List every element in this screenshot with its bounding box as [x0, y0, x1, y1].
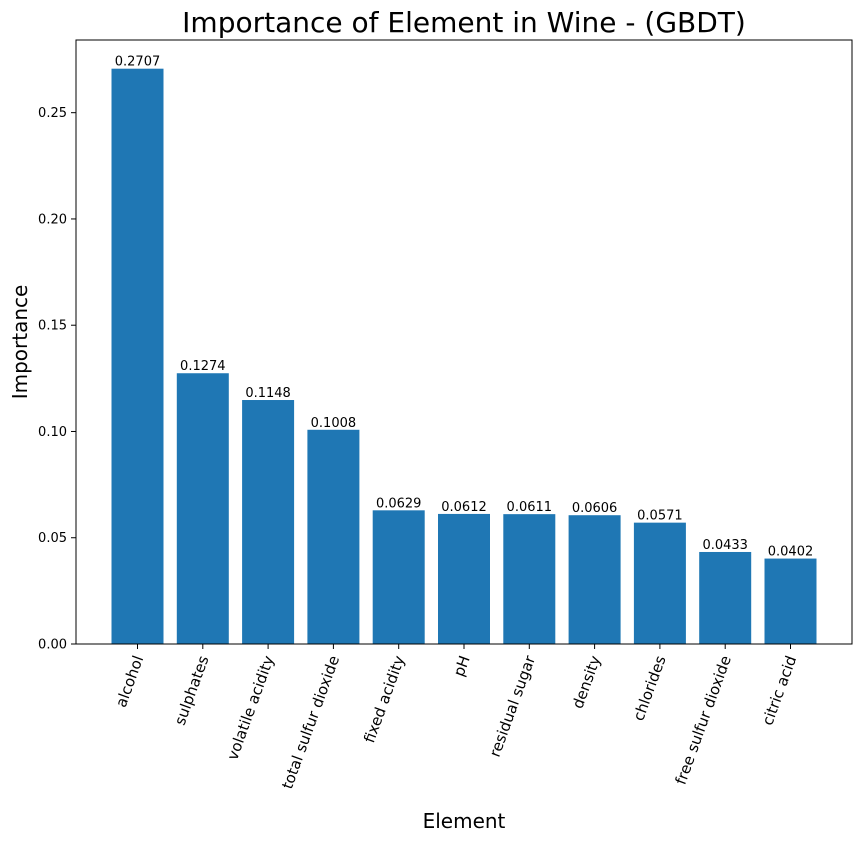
x-tick-label: residual sugar — [486, 652, 540, 759]
y-tick-label: 0.20 — [38, 212, 67, 227]
bar-free-sulfur-dioxide — [699, 551, 752, 644]
x-tick-label: free sulfur dioxide — [672, 653, 735, 787]
bar-value-label: 0.0611 — [507, 500, 553, 515]
y-tick-label: 0.25 — [38, 106, 67, 121]
y-axis: 0.00 0.05 0.10 0.15 0.20 0.25 — [38, 106, 76, 653]
bar-chlorides — [633, 522, 686, 644]
chart-title: Importance of Element in Wine - (GBDT) — [182, 6, 746, 39]
bar-residual-sugar — [503, 514, 556, 644]
bar-value-label: 0.0606 — [572, 501, 618, 516]
x-tick-label: alcohol — [112, 653, 147, 710]
bar-value-label: 0.1008 — [311, 416, 357, 431]
bar-volatile-acidity — [242, 400, 295, 644]
x-tick-label: pH — [450, 653, 474, 679]
y-tick-label: 0.10 — [38, 425, 67, 440]
bar-sulphates — [176, 373, 229, 644]
y-tick-label: 0.15 — [38, 319, 67, 334]
y-axis-title: Importance — [8, 285, 32, 400]
x-tick-label: total sulfur dioxide — [278, 653, 343, 791]
x-tick-label: density — [569, 653, 605, 711]
bar-value-label: 0.2707 — [115, 55, 161, 70]
bar-value-label: 0.0571 — [637, 509, 683, 524]
x-axis: alcohol sulphates volatile acidity total su… — [112, 644, 800, 791]
x-axis-title: Element — [423, 809, 506, 833]
x-tick-label: sulphates — [171, 653, 213, 728]
bar-value-label: 0.0433 — [702, 538, 748, 553]
bar-value-label: 0.0629 — [376, 496, 422, 511]
x-tick-label: chlorides — [629, 653, 669, 723]
x-tick-label: fixed acidity — [360, 653, 408, 745]
bar-fixed-acidity — [372, 510, 425, 644]
bar-labels-group: 0.2707 0.1274 0.1148 0.1008 0.0629 0.0612 0.06… — [115, 55, 814, 560]
bar-citric-acid — [764, 558, 817, 644]
bar-total-sulfur-dioxide — [307, 429, 360, 644]
bar-density — [568, 515, 621, 644]
y-tick-label: 0.00 — [38, 638, 67, 653]
bar-alcohol — [111, 68, 164, 644]
y-tick-label: 0.05 — [38, 531, 67, 546]
x-tick-label: volatile acidity — [223, 653, 277, 762]
x-tick-label: citric acid — [758, 653, 800, 728]
bars-group — [111, 68, 817, 644]
bar-value-label: 0.0612 — [441, 500, 487, 515]
bar-value-label: 0.0402 — [768, 545, 814, 560]
bar-ph — [438, 513, 490, 644]
bar-value-label: 0.1148 — [245, 386, 291, 401]
bar-value-label: 0.1274 — [180, 359, 226, 374]
